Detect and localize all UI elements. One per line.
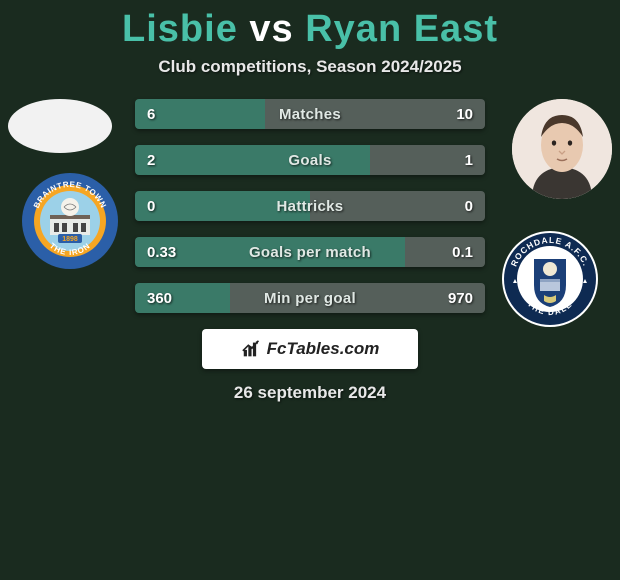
- stats-area: BRAINTREE TOWN THE IRON 1898: [0, 99, 620, 313]
- player-ryan-east-avatar: [512, 99, 612, 199]
- player-lisbie-avatar: [8, 99, 112, 153]
- stat-label: Matches: [135, 99, 485, 129]
- stat-value-right: 1: [465, 145, 473, 175]
- stat-label: Goals per match: [135, 237, 485, 267]
- braintree-town-badge: BRAINTREE TOWN THE IRON 1898: [20, 171, 120, 271]
- comparison-card: Lisbie vs Ryan East Club competitions, S…: [0, 0, 620, 450]
- branding-badge: FcTables.com: [202, 329, 418, 369]
- stat-label: Min per goal: [135, 283, 485, 313]
- stat-value-right: 0: [465, 191, 473, 221]
- club-crest-icon: BRAINTREE TOWN THE IRON 1898: [20, 171, 120, 271]
- face-icon: [512, 99, 612, 199]
- title-player2: Ryan East: [305, 8, 498, 50]
- stat-label: Hattricks: [135, 191, 485, 221]
- stat-label: Goals: [135, 145, 485, 175]
- stat-row: 360Min per goal970: [135, 283, 485, 313]
- page-title: Lisbie vs Ryan East: [0, 8, 620, 51]
- stat-value-right: 970: [448, 283, 473, 313]
- title-player1: Lisbie: [122, 8, 238, 50]
- stat-rows: 6Matches10 2Goals1 0Hattricks0 0.33Goals pe…: [135, 99, 485, 313]
- subtitle: Club competitions, Season 2024/2025: [0, 57, 620, 77]
- stat-row: 2Goals1: [135, 145, 485, 175]
- title-vs: vs: [249, 8, 293, 50]
- rochdale-afc-badge: ROCHDALE A.F.C. THE DALE: [500, 229, 600, 329]
- date-line: 26 september 2024: [0, 383, 620, 403]
- stat-row: 0.33Goals per match0.1: [135, 237, 485, 267]
- stat-row: 6Matches10: [135, 99, 485, 129]
- chart-bars-icon: [241, 338, 263, 360]
- stat-row: 0Hattricks0: [135, 191, 485, 221]
- branding-text: FcTables.com: [267, 339, 380, 359]
- stat-value-right: 0.1: [452, 237, 473, 267]
- stat-value-right: 10: [456, 99, 473, 129]
- club-crest-icon: ROCHDALE A.F.C. THE DALE: [500, 229, 600, 329]
- svg-text:1898: 1898: [62, 236, 78, 243]
